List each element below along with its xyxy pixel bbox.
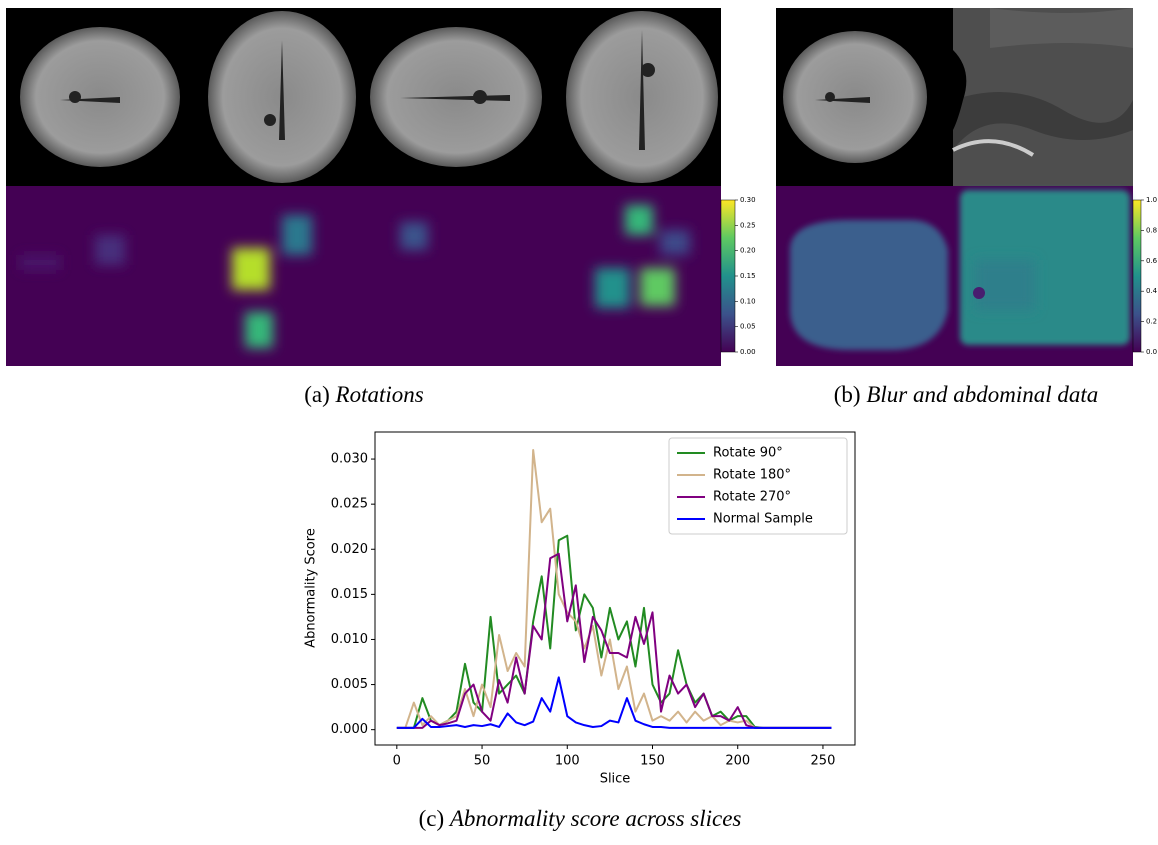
x-tick-label: 150 bbox=[640, 754, 665, 769]
legend-label: Rotate 90° bbox=[713, 446, 783, 461]
x-tick-label: 250 bbox=[811, 754, 836, 769]
caption-label: (a) bbox=[304, 382, 330, 407]
colorbar-tick-label: 0.2 bbox=[1146, 318, 1157, 326]
legend: Rotate 90° Rotate 180° Rotate 270° Normal S… bbox=[668, 437, 848, 535]
colorbar-tick-label: 0.10 bbox=[740, 297, 756, 305]
colorbar-tick-label: 0.4 bbox=[1146, 287, 1158, 295]
caption-text: Abnormality score across slices bbox=[448, 806, 742, 831]
y-tick-label: 0.010 bbox=[331, 632, 368, 647]
y-tick-label: 0.030 bbox=[331, 452, 368, 467]
colorbar-tick-label: 1.0 bbox=[1146, 196, 1157, 204]
y-tick-label: 0.025 bbox=[331, 497, 368, 512]
colorbar-tick-label: 0.05 bbox=[740, 323, 756, 331]
colorbar-tick-label: 0.15 bbox=[740, 272, 756, 280]
plot: 0 50 100 150 200 250 0.000 0.005 0.010 0.015 0.020… bbox=[331, 431, 856, 769]
x-tick-label: 50 bbox=[474, 754, 491, 769]
caption-text: Rotations bbox=[335, 382, 424, 407]
y-tick-label: 0.015 bbox=[331, 587, 368, 602]
panel-b-images bbox=[776, 8, 1142, 366]
plot-frame bbox=[374, 431, 856, 746]
caption-text: Blur and abdominal data bbox=[866, 382, 1098, 407]
y-axis-label: Abnormality Score bbox=[304, 528, 319, 648]
series-line bbox=[396, 552, 832, 729]
caption-c: (c) Abnormality score across slices bbox=[419, 806, 742, 831]
x-tick-label: 200 bbox=[725, 754, 750, 769]
legend-label: Rotate 270° bbox=[713, 490, 791, 505]
colorbar-tick-label: 0.20 bbox=[740, 247, 756, 255]
x-axis-label: Slice bbox=[600, 772, 631, 787]
colorbar-tick-label: 0.30 bbox=[740, 196, 756, 204]
colorbar-tick-label: 0.6 bbox=[1146, 257, 1158, 265]
legend-label: Normal Sample bbox=[713, 512, 813, 527]
y-tick-label: 0.005 bbox=[331, 677, 368, 692]
y-tick-label: 0.020 bbox=[331, 542, 368, 557]
x-tick-label: 100 bbox=[555, 754, 580, 769]
colorbar-tick-label: 0.25 bbox=[740, 221, 756, 229]
colorbar-tick-label: 0.0 bbox=[1146, 348, 1157, 356]
colorbar-tick-label: 0.8 bbox=[1146, 226, 1157, 234]
legend-box bbox=[668, 437, 848, 535]
panel-a-images bbox=[6, 8, 736, 366]
caption-label: (b) bbox=[834, 382, 861, 407]
caption-b: (b) Blur and abdominal data bbox=[834, 382, 1099, 407]
series-line bbox=[396, 676, 832, 729]
caption-label: (c) bbox=[419, 806, 445, 831]
legend-label: Rotate 180° bbox=[713, 468, 791, 483]
y-tick-label: 0.000 bbox=[331, 722, 368, 737]
colorbar-tick-label: 0.00 bbox=[740, 348, 756, 356]
caption-a: (a) Rotations bbox=[304, 382, 424, 407]
x-tick-label: 0 bbox=[393, 754, 401, 769]
